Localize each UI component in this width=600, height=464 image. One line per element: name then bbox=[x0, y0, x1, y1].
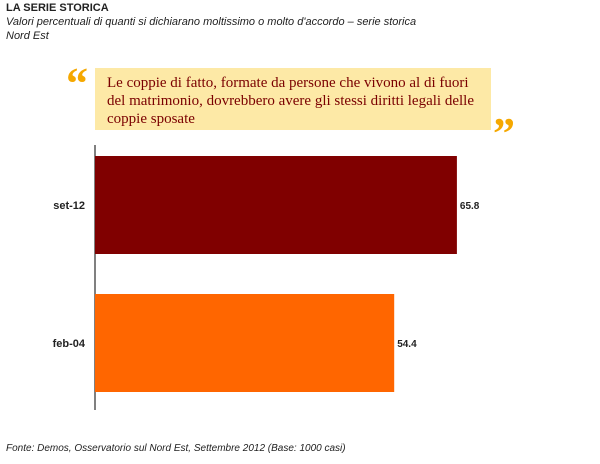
open-quote-icon: “ bbox=[66, 59, 88, 108]
quote-box: Le coppie di fatto, formate da persone c… bbox=[95, 68, 491, 130]
category-label-set-12: set-12 bbox=[53, 200, 85, 212]
chart-title: LA SERIE STORICA bbox=[6, 2, 109, 14]
close-quote-icon: ” bbox=[493, 109, 515, 158]
bars-group: set-12 65.8 feb-04 54.4 bbox=[53, 156, 480, 392]
subtitle-line-1: Valori percentuali di quanti si dichiara… bbox=[6, 16, 417, 28]
value-label-feb-04: 54.4 bbox=[397, 339, 417, 350]
bar-set-12 bbox=[95, 156, 457, 254]
bar-chart: set-12 65.8 feb-04 54.4 bbox=[53, 145, 480, 410]
subtitle-line-2: Nord Est bbox=[6, 30, 49, 42]
value-label-set-12: 65.8 bbox=[460, 201, 480, 212]
chart-subtitle: Valori percentuali di quanti si dichiara… bbox=[6, 15, 566, 43]
bar-feb-04 bbox=[95, 294, 395, 392]
category-label-feb-04: feb-04 bbox=[53, 338, 86, 350]
source-note: Fonte: Demos, Osservatorio sul Nord Est,… bbox=[6, 443, 346, 454]
quote-text: Le coppie di fatto, formate da persone c… bbox=[107, 75, 474, 127]
